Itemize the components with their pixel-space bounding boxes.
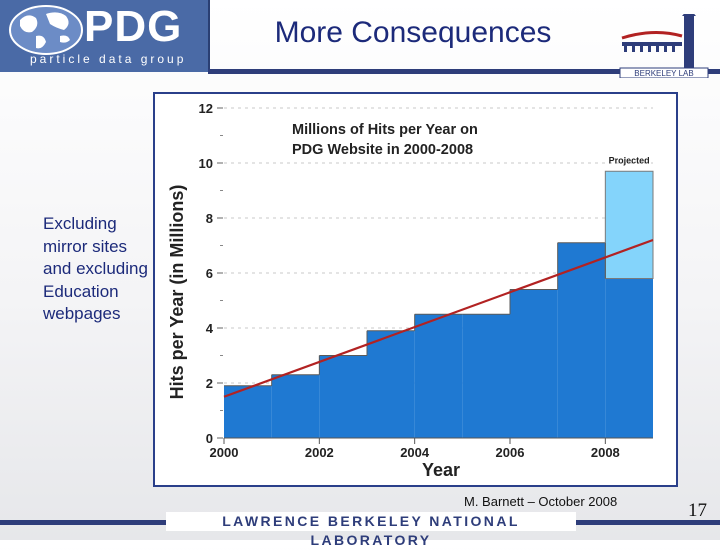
chart-title-line-1: Millions of Hits per Year on xyxy=(292,122,478,138)
chart-axes: 0 2 4 6 8 10 12 2000 2002 2004 2006 2008 xyxy=(199,101,653,460)
y-tick-label: 12 xyxy=(199,101,213,116)
bar-projected-2008 xyxy=(604,170,654,279)
pdg-logo-word: PDG xyxy=(84,2,183,51)
title-divider xyxy=(208,69,720,74)
campanile-icon xyxy=(621,8,696,70)
x-tick-label: 2002 xyxy=(305,445,334,460)
bar-actual-2007 xyxy=(557,242,606,438)
chart-x-axis-label: Year xyxy=(422,460,460,480)
projected-label: Projected xyxy=(609,155,650,165)
bar-actual-2005 xyxy=(462,314,510,438)
y-tick-label: 0 xyxy=(206,431,213,446)
pdg-logo-tagline: particle data group xyxy=(30,52,187,66)
trend-line xyxy=(223,238,654,398)
footer-lab-name: LAWRENCE BERKELEY NATIONAL LABORATORY xyxy=(166,512,576,548)
y-tick-label: 2 xyxy=(206,376,213,391)
y-tick-label: 10 xyxy=(199,156,213,171)
globe-icon xyxy=(9,5,83,55)
bar-actual-2003 xyxy=(367,330,415,438)
berkeley-lab-logo-text: BERKELEY LAB xyxy=(634,69,693,78)
chart-title-line-2: PDG Website in 2000-2008 xyxy=(292,142,473,158)
berkeley-lab-logo: BERKELEY LAB xyxy=(614,8,710,79)
hits-chart-panel: Projected 0 2 4 6 8 10 12 2000 2002 2004 2006 2008 … xyxy=(153,92,678,487)
y-tick-label: 6 xyxy=(206,266,213,281)
chart-bars: Projected xyxy=(223,155,654,438)
slide-title: More Consequences xyxy=(274,16,552,49)
y-tick-label: 8 xyxy=(206,211,213,226)
bar-actual-2004 xyxy=(414,314,463,438)
exclusion-note: Excluding mirror sites and excluding Edu… xyxy=(43,214,148,323)
x-tick-label: 2000 xyxy=(210,445,239,460)
bar-actual-2002 xyxy=(319,355,367,438)
chart-y-axis-label: Hits per Year (in Millions) xyxy=(167,185,187,400)
bar-actual-2006 xyxy=(510,289,558,438)
bar-actual-2008 xyxy=(605,278,653,438)
footer-credit: M. Barnett – October 2008 xyxy=(464,494,618,509)
x-tick-label: 2006 xyxy=(496,445,525,460)
x-tick-label: 2008 xyxy=(591,445,620,460)
pdg-logo: PDG particle data group xyxy=(0,0,210,72)
x-tick-label: 2004 xyxy=(400,445,430,460)
page-number: 17 xyxy=(688,500,707,521)
bar-actual-2001 xyxy=(271,374,320,438)
y-tick-label: 4 xyxy=(206,321,214,336)
